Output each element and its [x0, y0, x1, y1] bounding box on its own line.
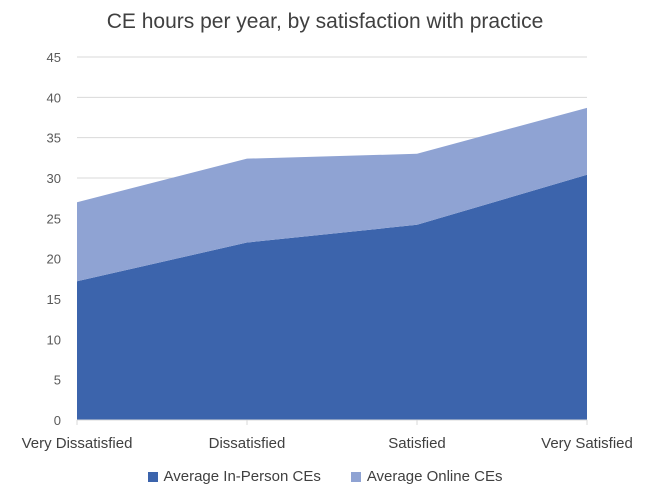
y-tick-label: 40 — [47, 90, 61, 105]
area-series-in-person — [77, 174, 587, 420]
y-tick-label: 20 — [47, 252, 61, 267]
x-category-label: Satisfied — [388, 435, 446, 452]
legend-label: Average In-Person CEs — [163, 468, 321, 485]
legend-item: Average In-Person CEs — [147, 468, 321, 485]
y-tick-label: 10 — [47, 332, 61, 347]
y-tick-label: 5 — [54, 373, 61, 388]
y-tick-label: 25 — [47, 211, 61, 226]
x-category-label: Very Satisfied — [541, 435, 633, 452]
legend: Average In-Person CEs Average Online CEs — [0, 468, 650, 485]
x-category-label: Very Dissatisfied — [22, 435, 133, 452]
legend-item: Average Online CEs — [350, 468, 503, 485]
y-tick-label: 0 — [54, 413, 61, 428]
y-tick-label: 35 — [47, 131, 61, 146]
legend-swatch — [147, 471, 158, 482]
area-series-online — [77, 107, 587, 282]
legend-label: Average Online CEs — [366, 468, 503, 485]
y-tick-label: 30 — [47, 171, 61, 186]
x-category-label: Dissatisfied — [209, 435, 286, 452]
legend-swatch — [350, 471, 361, 482]
chart-title: CE hours per year, by satisfaction with … — [106, 10, 544, 33]
y-tick-label: 45 — [47, 50, 61, 65]
y-tick-label: 15 — [47, 292, 61, 307]
